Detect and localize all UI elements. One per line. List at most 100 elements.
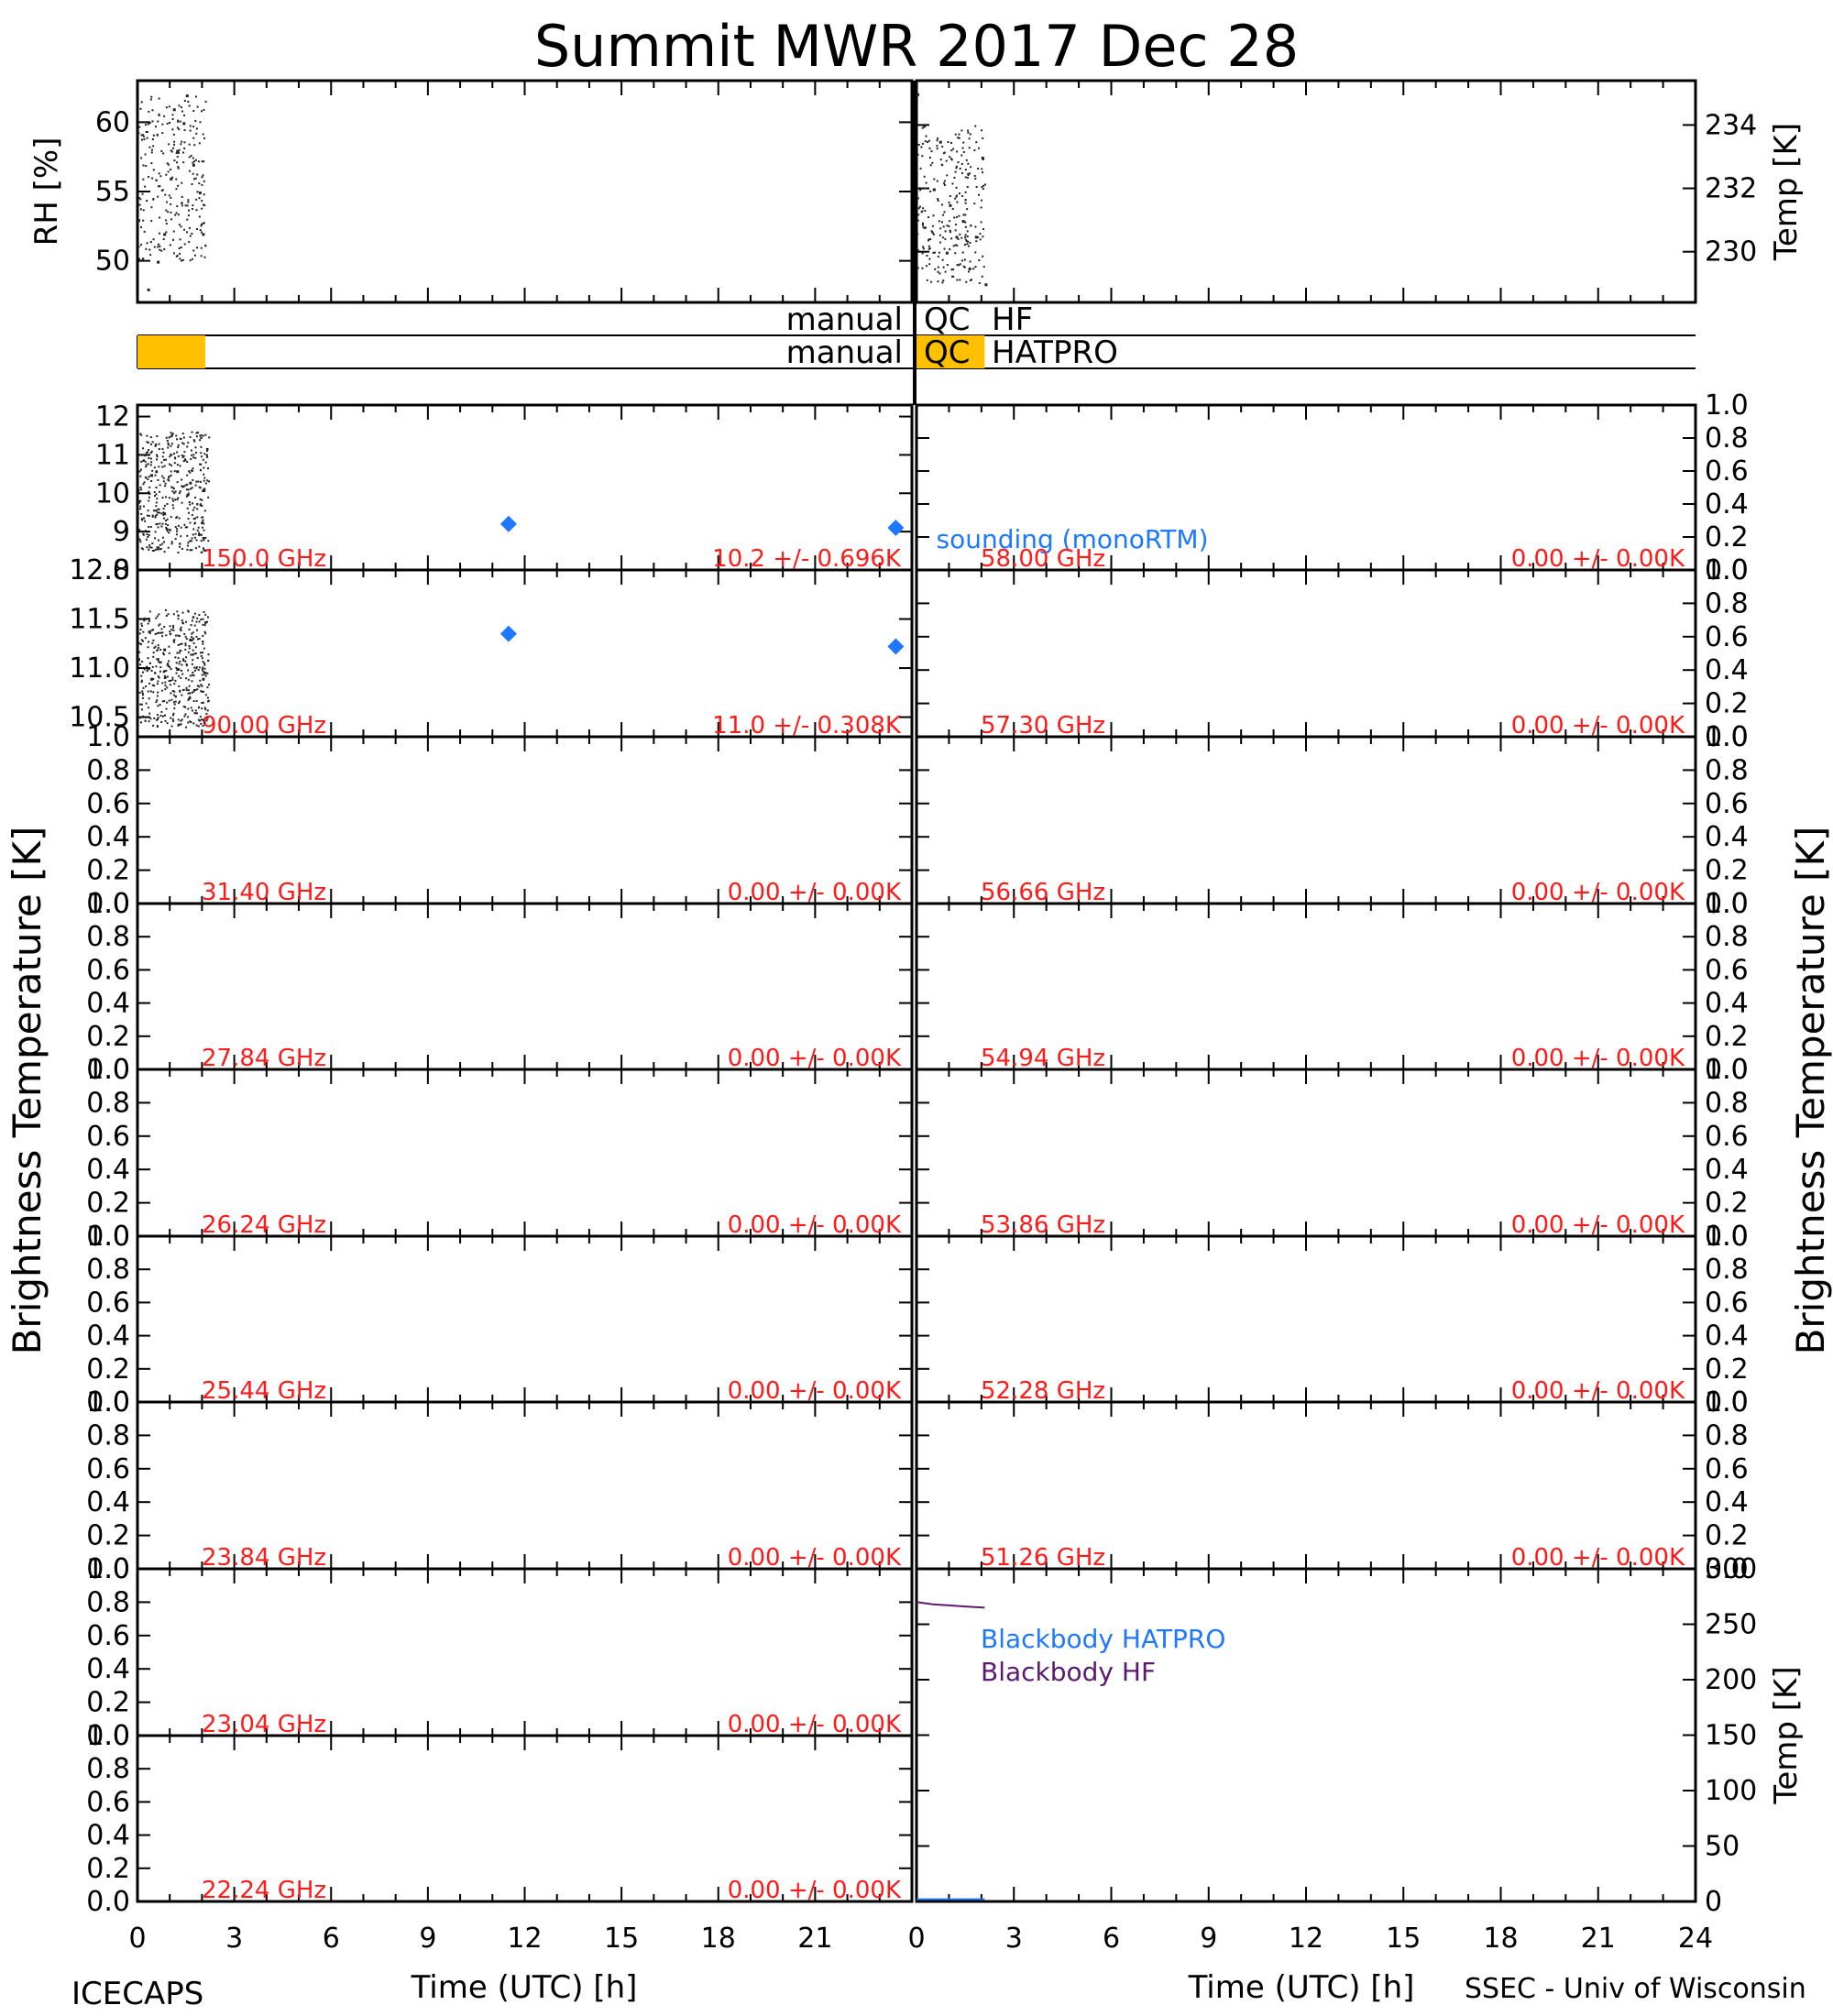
- hatpro-point: [195, 539, 198, 542]
- hatpro-point: [202, 690, 204, 693]
- y-tick-label: 0.2: [1705, 1188, 1749, 1220]
- hatpro-point: [192, 509, 194, 511]
- rh-point: [189, 235, 192, 237]
- channel-stats: 10.2 +/- 0.696K: [712, 545, 902, 573]
- hatpro-point: [196, 685, 199, 687]
- rh-point: [192, 163, 195, 167]
- y-tick-label: 300: [1705, 1553, 1757, 1585]
- hatpro-point: [188, 644, 191, 647]
- rh-point: [161, 132, 164, 135]
- hatpro-point: [199, 468, 202, 471]
- hatpro-point: [191, 540, 193, 542]
- rh-point: [170, 150, 173, 153]
- hatpro-point: [186, 534, 189, 537]
- hatpro-point: [158, 448, 160, 451]
- hatpro-point: [183, 451, 186, 454]
- hatpro-point: [195, 667, 198, 670]
- hatpro-point: [149, 457, 152, 460]
- hatpro-point: [197, 707, 200, 709]
- temp-point: [946, 264, 949, 267]
- rh-point: [173, 140, 176, 143]
- hatpro-point: [205, 719, 208, 722]
- x-tick-label: 0: [907, 1923, 925, 1955]
- hatpro-point: [151, 542, 154, 544]
- hatpro-point: [152, 509, 155, 512]
- channel-stats: 0.00 +/- 0.00K: [1511, 1377, 1685, 1405]
- hatpro-point: [142, 459, 145, 462]
- hatpro-point: [195, 635, 198, 638]
- hatpro-point: [177, 497, 180, 499]
- hatpro-point: [189, 692, 192, 695]
- hatpro-point: [144, 719, 147, 722]
- hatpro-point: [181, 547, 183, 550]
- hatpro-point: [170, 454, 173, 456]
- hatpro-point: [188, 628, 191, 630]
- hatpro-point: [203, 522, 205, 525]
- rh-point: [151, 177, 154, 180]
- hatpro-point: [196, 503, 199, 506]
- hatpro-point: [141, 690, 144, 693]
- rh-point: [198, 192, 202, 194]
- hatpro-point: [157, 691, 159, 694]
- hatpro-point: [156, 435, 159, 438]
- y-tick-label: 1.0: [86, 1054, 130, 1086]
- temp-point: [941, 236, 944, 239]
- rh-point: [149, 98, 152, 101]
- temp-point: [944, 230, 947, 233]
- hatpro-point: [204, 694, 207, 696]
- hatpro-point: [162, 513, 165, 516]
- temp-point: [925, 135, 927, 137]
- hatpro-point: [145, 538, 148, 541]
- sounding-point: [887, 638, 905, 655]
- hatpro-point: [187, 692, 190, 695]
- hatpro-point: [200, 654, 203, 657]
- y-tick-label: 0: [1705, 1886, 1722, 1918]
- hatpro-point: [156, 615, 159, 618]
- hatpro-point: [164, 685, 167, 687]
- hatpro-point: [184, 635, 187, 638]
- hatpro-point: [150, 677, 154, 681]
- y-tick-label: 0.8: [86, 754, 130, 786]
- rh-point: [193, 178, 196, 181]
- hatpro-point: [190, 624, 192, 627]
- hatpro-point: [171, 504, 174, 507]
- hatpro-point: [202, 489, 205, 493]
- hatpro-point: [144, 460, 147, 463]
- y-tick-label: 1.0: [1705, 389, 1749, 422]
- hatpro-point: [180, 526, 182, 529]
- hatpro-point: [156, 455, 159, 458]
- hatpro-point: [199, 463, 202, 466]
- hatpro-point: [157, 479, 159, 482]
- rh-point: [192, 161, 194, 164]
- temp-point: [973, 148, 976, 151]
- rh-point: [180, 143, 182, 146]
- rh-point: [172, 252, 175, 255]
- channel-label: 90.00 GHz: [202, 712, 326, 740]
- hatpro-point: [146, 441, 148, 444]
- hatpro-point: [158, 511, 160, 514]
- hatpro-point: [159, 649, 162, 652]
- hatpro-point: [137, 499, 140, 502]
- hatpro-point: [161, 522, 164, 525]
- hatpro-point: [158, 546, 160, 549]
- hatpro-point: [168, 475, 170, 477]
- rh-point: [145, 165, 148, 168]
- hatpro-point: [159, 661, 162, 663]
- hatpro-point: [206, 448, 209, 451]
- hatpro-point: [154, 495, 157, 498]
- hatpro-point: [183, 715, 186, 718]
- hatpro-point: [156, 513, 159, 516]
- rh-point: [146, 200, 148, 203]
- rh-point: [197, 160, 200, 163]
- hatpro-point: [166, 530, 169, 532]
- hatpro-point: [162, 511, 165, 514]
- rh-point: [178, 128, 181, 131]
- rh-point: [203, 204, 206, 207]
- channel-stats: 0.00 +/- 0.00K: [1511, 879, 1685, 906]
- hatpro-point: [181, 718, 183, 721]
- temp-point: [974, 177, 977, 180]
- temp-point: [928, 257, 931, 260]
- temp-point: [945, 159, 948, 162]
- hatpro-point: [159, 548, 161, 551]
